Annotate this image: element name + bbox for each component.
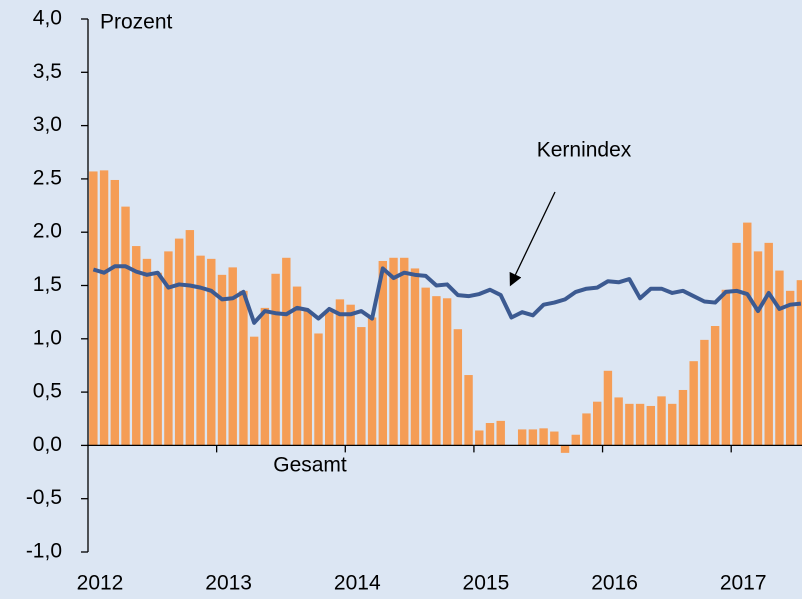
bar [142,258,152,446]
x-tick-label: 2012 [77,572,124,595]
bar [432,296,441,446]
bar [99,170,109,446]
y-tick-label: 3,0 [33,113,62,136]
x-tick-label: 2014 [334,572,381,595]
bar [121,206,130,446]
bar [185,230,195,446]
y-tick-label: 2.0 [33,220,62,243]
bar [303,311,312,446]
bar [282,257,291,446]
bar [582,413,591,446]
bar [378,260,387,446]
x-tick-label: 2015 [463,572,510,595]
bar [239,290,248,446]
bar [539,428,548,446]
bar [593,401,602,446]
bar [700,339,709,446]
bar [410,268,420,446]
bar [207,258,216,446]
bar [335,299,345,446]
bar [678,389,688,446]
y-tick-label: 0,0 [33,433,62,456]
bar [132,246,141,446]
bar [710,326,720,446]
bar [764,242,773,446]
bar [668,403,677,446]
bar [485,423,495,446]
bar [775,270,784,446]
bar [528,429,538,446]
series-label: Gesamt [273,454,347,477]
plot-area [89,170,802,453]
y-tick-label: 1,0 [33,326,62,349]
bar [421,287,430,446]
annotation-arrow [509,191,556,287]
bar [796,280,802,446]
line [92,264,802,325]
bar [228,267,237,446]
bar [657,396,666,446]
bar [517,429,527,446]
y-axis-label: Prozent [100,11,173,34]
bar [357,327,366,446]
bar [110,179,119,446]
bar [260,307,270,446]
y-tick-label: -1,0 [26,540,62,563]
bar [153,272,162,446]
bar [646,405,655,446]
bar [571,434,580,446]
bar [603,370,613,446]
bar [475,430,484,446]
bar [314,333,323,446]
bar [196,255,205,446]
x-tick-label: 2013 [205,572,252,595]
bar [249,336,259,446]
bar [164,251,173,446]
bar [721,289,731,446]
bar [217,274,227,446]
y-tick-label: 3,5 [33,60,62,83]
bar [464,375,473,446]
bar [785,290,795,446]
series-label: Kernindex [537,139,632,162]
bar [496,420,505,446]
y-tick-label: 0,5 [33,380,62,403]
bar [689,361,698,446]
bar [635,403,645,446]
y-tick-label: -0,5 [26,486,62,509]
x-tick-label: 2017 [720,572,767,595]
bar [346,304,355,446]
bar [550,431,559,446]
bar [400,257,409,446]
bar [753,251,763,446]
x-tick-label: 2016 [591,572,638,595]
bar [732,242,741,446]
bar [442,298,452,446]
bar [271,273,280,446]
bar [367,317,377,446]
bar [292,286,302,446]
y-tick-label: 4,0 [33,7,62,30]
bar [325,312,334,446]
bar [453,329,463,446]
bar [89,171,98,446]
y-tick-label: 2.5 [33,166,62,189]
bar [614,397,623,446]
bar [389,257,398,446]
y-tick-label: 1,5 [33,273,62,296]
bar [560,445,570,453]
bar [743,222,752,446]
bar [174,238,184,446]
bar [625,403,634,446]
